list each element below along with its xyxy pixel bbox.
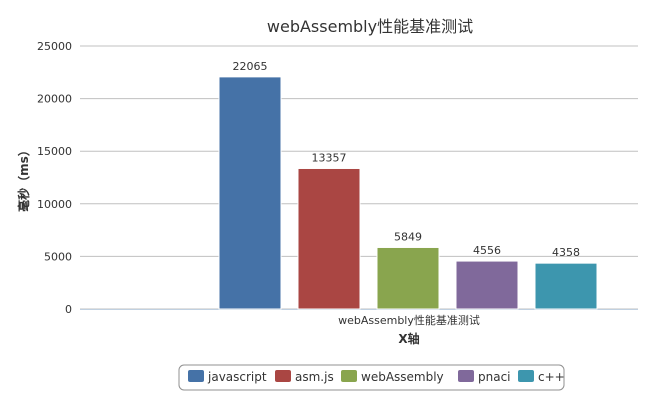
data-label: 4358	[552, 246, 580, 259]
y-axis-title: 毫秒（ms）	[16, 144, 31, 212]
data-label: 13357	[312, 151, 347, 164]
bar-pnaci[interactable]	[455, 260, 519, 310]
category-label: webAssembly性能基准测试	[338, 313, 480, 327]
legend-swatch	[275, 370, 291, 382]
legend-item[interactable]: c++	[518, 370, 565, 384]
legend-swatch	[341, 370, 357, 382]
bars: 22065 13357 5849 4556 4358	[218, 60, 598, 310]
legend-item[interactable]: javascript	[188, 370, 267, 384]
legend: javascript asm.js webAssembly pnaci c++	[178, 364, 565, 391]
y-axis-ticks: 0 5000 10000 15000 20000 25000	[37, 40, 72, 316]
legend-label: asm.js	[295, 370, 334, 384]
legend-swatch	[188, 370, 204, 382]
bar-c[interactable]	[534, 262, 598, 310]
y-tick-label: 15000	[37, 145, 72, 158]
bar-javascript[interactable]	[218, 76, 282, 310]
data-label: 4556	[473, 244, 501, 257]
legend-label: c++	[538, 370, 565, 384]
data-label: 22065	[233, 60, 268, 73]
legend-label: javascript	[207, 370, 267, 384]
legend-item[interactable]: pnaci	[458, 370, 511, 384]
data-label: 5849	[394, 230, 422, 243]
legend-item[interactable]: webAssembly	[341, 370, 444, 384]
y-tick-label: 25000	[37, 40, 72, 53]
bar-webAssembly[interactable]	[376, 246, 440, 310]
bar-asmjs[interactable]	[297, 167, 361, 310]
x-axis-title: X轴	[398, 331, 419, 346]
legend-item[interactable]: asm.js	[275, 370, 334, 384]
y-tick-label: 0	[65, 303, 72, 316]
y-tick-label: 10000	[37, 198, 72, 211]
legend-swatch	[518, 370, 534, 382]
chart-title: webAssembly性能基准测试	[267, 17, 473, 36]
legend-label: pnaci	[478, 370, 511, 384]
legend-swatch	[458, 370, 474, 382]
y-tick-label: 20000	[37, 93, 72, 106]
legend-label: webAssembly	[361, 370, 444, 384]
y-tick-label: 5000	[44, 250, 72, 263]
